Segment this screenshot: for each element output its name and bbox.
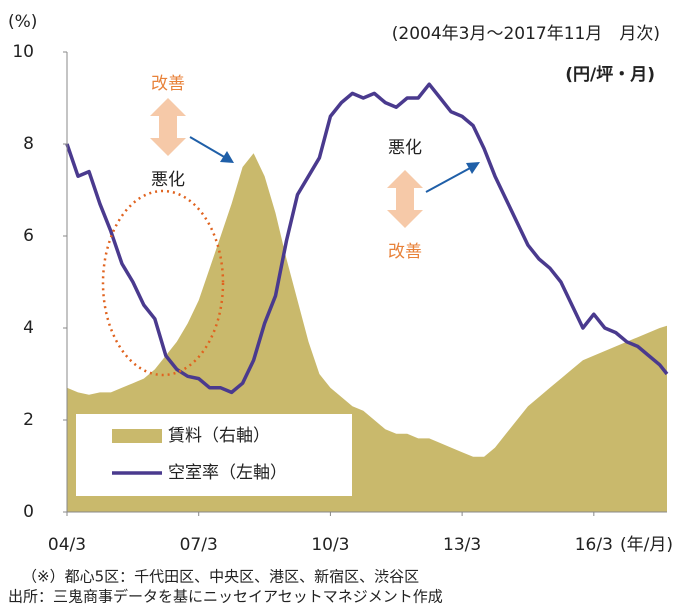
legend-box	[76, 414, 352, 496]
annotation: 悪化	[388, 138, 422, 158]
annotations: 改善 悪化 悪化 改善	[101, 74, 480, 377]
annotation: 悪化	[151, 170, 185, 190]
x-tick-label: 16/3	[575, 535, 613, 555]
updown-arrow	[387, 170, 423, 228]
x-tick-label: 13/3	[443, 535, 481, 555]
x-unit-label: (年/月)	[620, 535, 673, 555]
subtitle: (2004年3月～2017年11月 月次)	[392, 24, 660, 44]
legend-swatch	[112, 429, 162, 443]
y-tick-label: 10	[12, 42, 34, 62]
highlight-ellipse	[101, 189, 225, 377]
y2-unit-label: (円/坪・月)	[565, 65, 655, 85]
y-tick-label: 6	[23, 226, 34, 246]
arrow-head	[466, 162, 480, 174]
y-tick-label: 4	[23, 318, 34, 338]
y-unit-label: (%)	[8, 12, 37, 32]
arrow	[189, 136, 227, 159]
line	[65, 82, 669, 395]
legend-label: 賃料（右軸）	[168, 426, 270, 446]
y-tick-label: 8	[23, 134, 34, 154]
legend-label: 空室率（左軸）	[168, 463, 287, 483]
y-tick-label: 0	[23, 502, 34, 522]
annotation: 改善	[151, 74, 185, 94]
annotation: 改善	[388, 242, 422, 262]
y-tick-label: 2	[23, 410, 34, 430]
arrow-head	[220, 151, 234, 163]
legend: 賃料（右軸） 空室率（左軸）	[76, 414, 352, 496]
x-tick-label: 07/3	[180, 535, 218, 555]
x-tick-label: 04/3	[48, 535, 86, 555]
note: （※）都心5区：千代田区、中央区、港区、新宿区、渋谷区	[22, 568, 419, 586]
arrow	[425, 166, 473, 193]
x-tick-label: 10/3	[311, 535, 349, 555]
updown-arrow	[150, 98, 186, 156]
note: 出所：三鬼商事データを基にニッセイアセットマネジメント作成	[8, 588, 443, 606]
